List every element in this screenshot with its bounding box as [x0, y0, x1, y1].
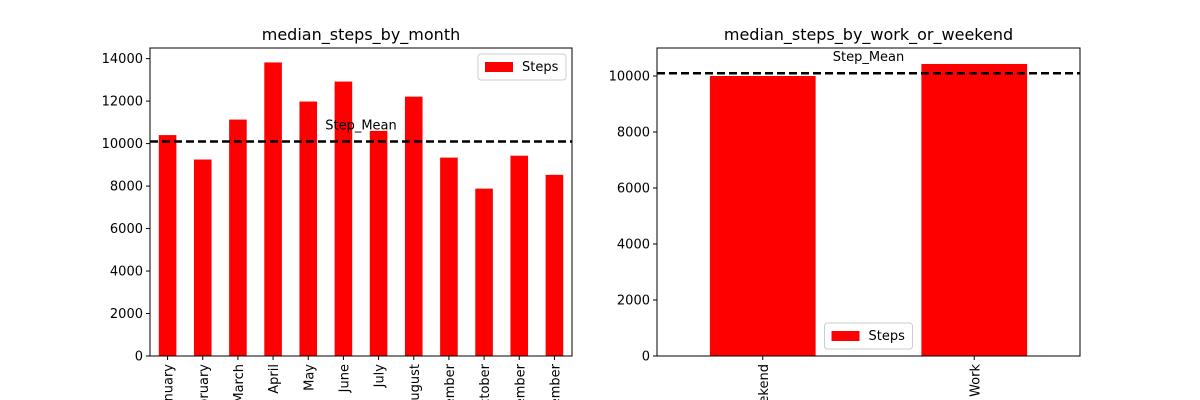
mean-label: Step_Mean: [325, 118, 397, 133]
y-tick-label: 8000: [110, 180, 143, 195]
x-tick-label: Weekend: [757, 364, 772, 400]
y-tick-label: 2000: [617, 294, 650, 309]
bar: [334, 81, 353, 357]
y-tick-label: 12000: [102, 95, 143, 110]
bar: [709, 76, 816, 356]
legend-swatch: [485, 62, 513, 72]
y-tick-label: 6000: [110, 222, 143, 237]
x-tick-label: December: [548, 363, 563, 400]
bar: [264, 62, 282, 356]
x-tick-label: October: [478, 363, 493, 400]
x-tick-label: February: [197, 364, 212, 400]
x-tick-label: June: [337, 364, 352, 393]
legend-frame: [824, 322, 913, 350]
y-tick-label: 2000: [110, 307, 143, 322]
legend: Steps: [477, 53, 567, 81]
axes-frame: [149, 47, 573, 357]
x-tick-label: January: [162, 364, 177, 400]
y-tick-label: 0: [642, 350, 650, 365]
bar: [921, 63, 1028, 357]
mean-label: Step_Mean: [833, 50, 905, 65]
bar: [193, 159, 212, 356]
x-tick-label: April: [267, 364, 282, 394]
x-tick-label: November: [513, 363, 528, 400]
legend-label: Steps: [522, 60, 559, 75]
bar: [545, 174, 564, 356]
y-tick-label: 8000: [617, 126, 650, 141]
legend: Steps: [824, 322, 913, 350]
bar: [229, 119, 247, 356]
bar: [404, 96, 423, 356]
y-tick-label: 4000: [617, 238, 650, 253]
bar: [440, 157, 458, 356]
x-tick-label: August: [408, 364, 423, 400]
x-tick-label: Work: [968, 364, 983, 397]
legend-swatch: [831, 331, 860, 341]
y-tick-label: 14000: [102, 52, 143, 67]
y-tick-label: 10000: [609, 70, 650, 85]
bar: [475, 188, 493, 356]
bar: [299, 101, 318, 356]
chart-title: median_steps_by_month: [262, 25, 460, 45]
y-tick-label: 4000: [110, 265, 143, 280]
bar: [510, 155, 529, 356]
x-tick-label: May: [302, 364, 317, 391]
y-tick-label: 0: [135, 350, 143, 365]
y-tick-label: 6000: [617, 182, 650, 197]
y-tick-label: 10000: [102, 137, 143, 152]
x-tick-label: July: [373, 364, 388, 389]
x-tick-label: March: [232, 364, 247, 400]
x-tick-label: September: [443, 363, 458, 400]
bar: [369, 130, 388, 356]
axes-frame: [656, 47, 1081, 357]
chart-title: median_steps_by_work_or_weekend: [724, 25, 1013, 45]
legend-label: Steps: [869, 329, 906, 344]
legend-frame: [477, 53, 567, 81]
bar: [158, 135, 177, 356]
